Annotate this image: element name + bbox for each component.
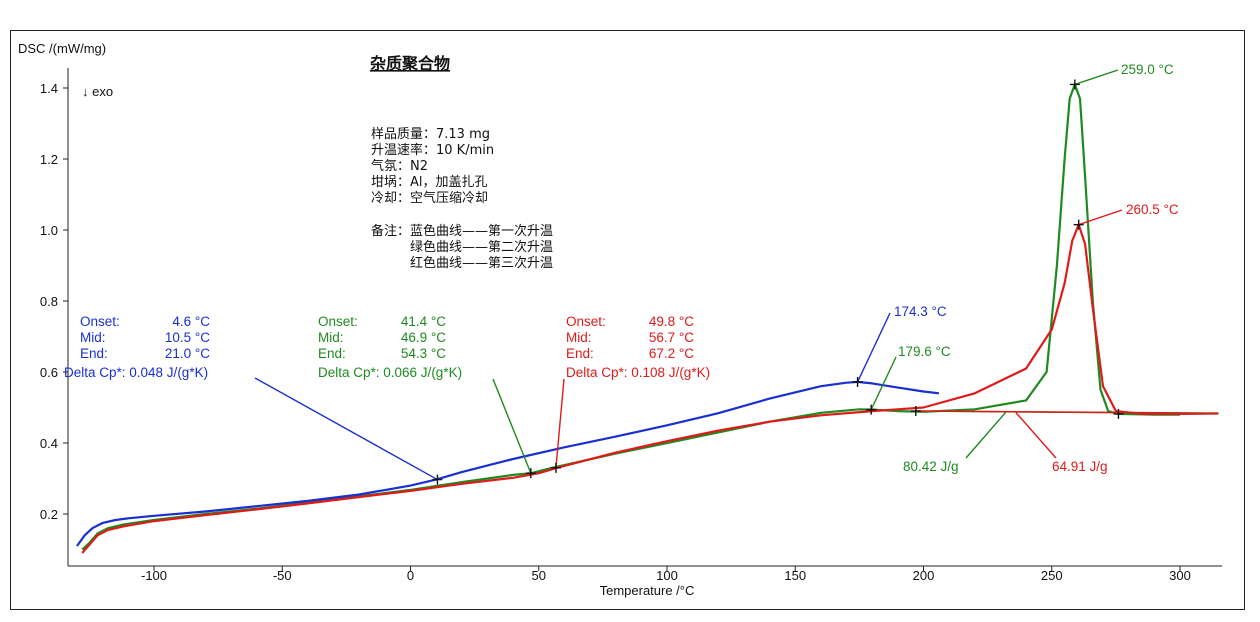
x-tick-label: 0 <box>407 568 414 583</box>
ann-delta: Delta Cp*: 0.066 J/(g*K) <box>318 365 462 380</box>
y-tick-label: 1.0 <box>40 223 58 238</box>
annotation-leaders <box>254 69 1123 481</box>
leader-peak-green-high <box>1074 69 1119 86</box>
sample-info: 样品质量：7.13 mg 升温速率：10 K/min 气氛：N2 坩埚：Al，加… <box>371 127 553 271</box>
x-tick-label: 250 <box>1041 568 1063 583</box>
cross-mark <box>1069 79 1080 90</box>
ann-value: 49.8 °C <box>649 314 694 329</box>
area-label-red: 64.91 J/g <box>1052 459 1108 474</box>
y-tick-label: 0.8 <box>40 294 58 309</box>
green-glass-annotation: Onset: 41.4 °C Mid: 46.9 °C End: 54.3 °C… <box>318 314 462 380</box>
area-label-green: 80.42 J/g <box>903 459 959 474</box>
baseline-red <box>915 410 1219 414</box>
info-line: 气氛：N2 <box>371 158 428 174</box>
cross-mark <box>866 404 877 415</box>
curve-red <box>81 223 1219 554</box>
ann-value: 21.0 °C <box>165 346 210 361</box>
ann-value: 4.6 °C <box>172 314 210 329</box>
ann-value: 56.7 °C <box>649 330 694 345</box>
leader-area-green <box>965 412 1007 459</box>
x-tick-label: -100 <box>141 568 167 583</box>
red-glass-annotation: Onset: 49.8 °C Mid: 56.7 °C End: 67.2 °C… <box>566 314 710 380</box>
y-tick-label: 1.4 <box>40 81 58 96</box>
ann-label: End: <box>566 346 594 361</box>
y-tick-label: 0.2 <box>40 507 58 522</box>
x-axis-label: Temperature /°C <box>600 583 695 598</box>
x-tick-label: -50 <box>273 568 292 583</box>
x-tick-label: 300 <box>1169 568 1191 583</box>
y-tick-label: 0.6 <box>40 365 58 380</box>
info-line: 样品质量：7.13 mg <box>371 127 490 142</box>
curve-blue <box>76 380 940 547</box>
ann-label: Onset: <box>80 314 120 329</box>
direction-note: ↓ exo <box>82 84 113 99</box>
peak-label-green-high: 259.0 °C <box>1121 62 1174 77</box>
info-line: 升温速率：10 K/min <box>371 142 494 158</box>
annotation-marks <box>432 79 1124 485</box>
curve-green <box>81 83 1180 551</box>
peak-label-green-low: 179.6 °C <box>898 344 951 359</box>
ann-label: Mid: <box>80 330 106 345</box>
y-tick-label: 1.2 <box>40 152 58 167</box>
cross-mark <box>910 406 921 417</box>
cross-mark <box>550 462 561 473</box>
ann-value: 54.3 °C <box>401 346 446 361</box>
y-axis-label: DSC /(mW/mg) <box>18 41 106 56</box>
ann-label: End: <box>80 346 108 361</box>
y-ticks: 0.2 0.4 0.6 0.8 1.0 1.2 1.4 <box>40 81 68 522</box>
info-line: 冷却：空气压缩冷却 <box>371 190 488 206</box>
x-tick-label: 150 <box>784 568 806 583</box>
leader-red-glass <box>555 378 565 468</box>
ann-value: 46.9 °C <box>401 330 446 345</box>
cross-mark <box>1113 408 1124 419</box>
remark-line: 备注：蓝色曲线——第一次升温 <box>371 223 553 239</box>
curves <box>76 83 1219 554</box>
ann-value: 41.4 °C <box>401 314 446 329</box>
cross-mark <box>432 474 443 485</box>
ann-value: 67.2 °C <box>649 346 694 361</box>
peak-label-blue: 174.3 °C <box>894 304 947 319</box>
info-line: 坩埚：Al，加盖扎孔 <box>371 175 488 190</box>
ann-label: End: <box>318 346 346 361</box>
leader-blue-glass <box>254 377 438 481</box>
x-tick-label: 50 <box>532 568 546 583</box>
leader-peak-green-low <box>870 356 897 410</box>
leader-green-glass <box>492 378 532 474</box>
blue-glass-annotation: Onset: 4.6 °C Mid: 10.5 °C End: 21.0 °C … <box>64 314 210 380</box>
ann-label: Mid: <box>566 330 592 345</box>
chart-title: 杂质聚合物 <box>370 54 450 73</box>
x-tick-label: 200 <box>913 568 935 583</box>
ann-label: Onset: <box>318 314 358 329</box>
leader-peak-red <box>1078 209 1123 226</box>
ann-label: Onset: <box>566 314 606 329</box>
leader-peak-blue <box>856 312 891 383</box>
ann-delta: Delta Cp*: 0.048 J/(g*K) <box>64 365 208 380</box>
ann-label: Mid: <box>318 330 344 345</box>
remark-line: 绿色曲线——第二次升温 <box>410 239 553 255</box>
leader-area-red <box>1015 412 1057 459</box>
remark-line: 红色曲线——第三次升温 <box>410 255 553 271</box>
ann-value: 10.5 °C <box>165 330 210 345</box>
x-ticks: -100 -50 0 50 100 150 200 250 300 <box>141 566 1191 583</box>
cross-mark <box>852 376 863 387</box>
peak-label-red: 260.5 °C <box>1126 202 1179 217</box>
y-tick-label: 0.4 <box>40 436 58 451</box>
ann-delta: Delta Cp*: 0.108 J/(g*K) <box>566 365 710 380</box>
cross-mark <box>525 468 536 479</box>
x-tick-label: 100 <box>656 568 678 583</box>
cross-mark <box>1073 219 1084 230</box>
